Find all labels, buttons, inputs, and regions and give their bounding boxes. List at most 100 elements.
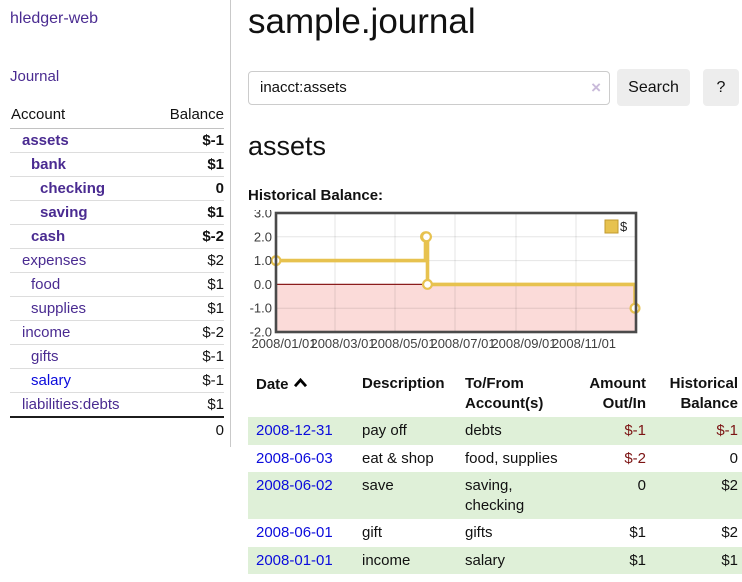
account-balance: $1: [152, 296, 224, 321]
y-tick-label: 2.0: [254, 229, 272, 244]
register-header-amount-line1: Amount: [589, 375, 646, 392]
search-input[interactable]: [248, 70, 610, 105]
account-link[interactable]: liabilities:debts: [22, 396, 120, 413]
x-tick-label: 2008/09/01: [491, 336, 556, 351]
account-row: supplies $1: [10, 296, 224, 321]
account-balance: $2: [152, 248, 224, 273]
account-link[interactable]: supplies: [31, 300, 87, 317]
account-balance: $-2: [152, 320, 224, 345]
transaction-balance: $2: [721, 477, 738, 494]
accounts-header-balance: Balance: [152, 102, 224, 129]
x-tick-label: 2008/01/01: [251, 336, 316, 351]
transaction-balance: 0: [729, 449, 738, 467]
account-balance: 0: [152, 176, 224, 201]
register-header-amount: Amount Out/In: [574, 367, 654, 417]
transaction-description: save: [362, 477, 394, 494]
account-balance: $1: [152, 272, 224, 297]
data-point-marker[interactable]: [421, 278, 433, 290]
transaction-date-link[interactable]: 2008-06-02: [256, 477, 333, 494]
register-header-date[interactable]: Date: [248, 367, 354, 417]
account-balance: $-1: [152, 368, 224, 393]
transaction-balance: $1: [721, 551, 738, 569]
legend-swatch: [604, 219, 619, 234]
account-balance: $1: [152, 152, 224, 177]
account-balance: $-1: [152, 344, 224, 369]
register-row: 2008-12-31 pay off debts $-1 $-1: [248, 417, 742, 445]
account-row: food $1: [10, 272, 224, 297]
account-link[interactable]: checking: [40, 180, 106, 197]
account-link[interactable]: gifts: [31, 348, 59, 365]
register-header-balance-line2: Balance: [680, 394, 738, 412]
chart-svg: $3.0 2.0 1.0 0.0 -1.0 -2.02008/01/012008/03/0…: [250, 206, 641, 351]
account-link[interactable]: expenses: [22, 252, 87, 269]
register-row: 2008-01-01 income salary $1 $1: [248, 546, 742, 574]
account-link[interactable]: income: [22, 324, 71, 341]
transaction-balance: $-1: [716, 422, 738, 439]
sidebar-item-journal[interactable]: Journal: [10, 68, 60, 85]
account-row: saving $1: [10, 200, 224, 225]
account-balance: $-1: [152, 128, 224, 153]
accounts-total-spacer: [10, 416, 153, 443]
transaction-date-link[interactable]: 2008-01-01: [256, 551, 333, 569]
register-header-amount-line2: Out/In: [602, 394, 646, 412]
register-header-accounts-line1: To/From: [465, 375, 524, 392]
data-point-marker[interactable]: [420, 231, 432, 243]
y-tick-label: 3.0: [254, 210, 272, 221]
account-balance: $1: [152, 200, 224, 225]
balance-chart[interactable]: $3.0 2.0 1.0 0.0 -1.0 -2.0 2008/01/01 2008/03/0…: [248, 206, 650, 352]
y-tick-label: 1.0: [254, 253, 272, 268]
transaction-amount: $-1: [624, 422, 646, 439]
transaction-date-link[interactable]: 2008-06-01: [256, 524, 333, 541]
x-tick-label: 2008/11/01: [552, 336, 616, 351]
y-tick-label: -1.0: [250, 301, 272, 316]
account-balance: $1: [152, 392, 224, 418]
sidebar: hledger-web Journal Account Balance asse…: [0, 0, 231, 447]
account-row: liabilities:debts $1: [10, 392, 224, 418]
account-row: bank $1: [10, 152, 224, 177]
transaction-accounts: food, supplies: [465, 449, 558, 467]
accounts-total-row: 0: [10, 416, 224, 443]
account-link[interactable]: assets: [22, 132, 69, 149]
chart-heading: Historical Balance:: [248, 187, 384, 204]
account-row: checking 0: [10, 176, 224, 201]
transaction-amount: $1: [629, 551, 646, 569]
x-tick-label: 2008/05/01: [370, 336, 435, 351]
account-row: expenses $2: [10, 248, 224, 273]
register-header-accounts: To/From Account(s): [457, 367, 574, 417]
y-tick-label: -2.0: [250, 325, 272, 340]
account-row: income $-2: [10, 320, 224, 345]
transaction-accounts: saving, checking: [465, 477, 525, 514]
brand-link[interactable]: hledger-web: [10, 10, 99, 27]
account-link[interactable]: saving: [40, 204, 88, 221]
accounts-header-account: Account: [10, 102, 153, 129]
clear-search-icon[interactable]: ×: [591, 77, 601, 97]
sort-asc-icon[interactable]: [293, 374, 308, 394]
transaction-description: pay off: [362, 422, 407, 439]
transaction-description: gift: [362, 524, 383, 541]
accounts-table: Account Balance assets $-1 bank $1 checking 0…: [10, 102, 224, 443]
transaction-amount: $1: [629, 524, 646, 541]
page-title: sample.journal: [248, 2, 476, 41]
account-heading: assets: [248, 131, 327, 161]
register-header-date-label: Date: [256, 376, 289, 393]
transaction-balance: $2: [721, 524, 738, 541]
transaction-date-link[interactable]: 2008-12-31: [256, 422, 333, 439]
plot-border: [274, 211, 638, 334]
register-table: Date Description To/From Account(s) Amou…: [248, 367, 742, 574]
register-row: 2008-06-03 eat & shop food, supplies $-2 0: [248, 445, 742, 473]
account-link[interactable]: food: [31, 276, 61, 293]
register-header-balance: Historical Balance: [654, 367, 742, 417]
x-tick-label: 2008/03/01: [310, 336, 375, 351]
account-link[interactable]: bank: [31, 156, 67, 173]
transaction-accounts: gifts: [465, 524, 493, 541]
account-link[interactable]: cash: [31, 228, 66, 245]
search-button[interactable]: Search: [617, 69, 690, 106]
transaction-date-link[interactable]: 2008-06-03: [256, 449, 333, 467]
register-header-balance-line1: Historical: [669, 375, 738, 392]
account-link[interactable]: salary: [31, 372, 72, 389]
register-header-description: Description: [362, 375, 445, 392]
transaction-amount: $-2: [624, 449, 646, 467]
y-tick-label: 0.0: [254, 277, 272, 292]
help-button[interactable]: ?: [703, 69, 739, 106]
legend-label: $: [620, 219, 628, 234]
